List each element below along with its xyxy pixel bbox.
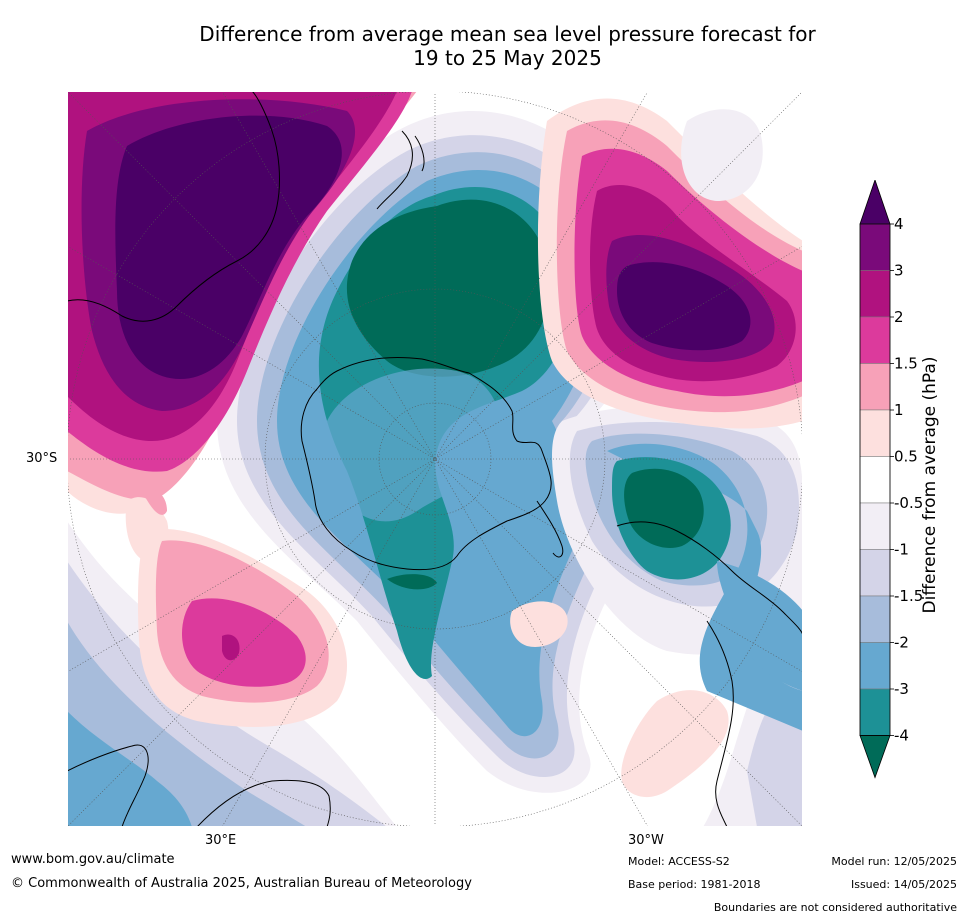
boundaries-disclaimer: Boundaries are not considered authoritat… [713,901,957,914]
colorbar-tick-label: 1.5 [894,355,918,373]
title-line-1: Difference from average mean sea level p… [199,22,816,46]
colorbar-bin [859,223,891,271]
colorbar-extend-max [859,178,891,225]
colorbar-bin [859,502,891,550]
title-line-2: 19 to 25 May 2025 [413,46,602,70]
colorbar-bin [859,595,891,643]
pressure-anomaly-map [67,91,803,827]
africa-coastline [67,744,331,827]
base-period: Base period: 1981-2018 [628,878,761,891]
latitude-label-30s: 30°S [26,451,58,466]
colorbar-tick-label: -1 [894,541,909,559]
australia-coastline [67,91,280,322]
coastlines [67,91,803,827]
colorbar-bin [859,363,891,411]
colorbar-tick-label: 2 [894,308,904,326]
colorbar-extend-min [859,735,891,779]
colorbar-title: Difference from average (hPa) [920,356,940,614]
antarctica-coastline [300,356,552,571]
colorbar-tick-label: -4 [894,727,909,745]
chart-title: Difference from average mean sea level p… [100,22,915,70]
longitude-label-30w: 30°W [628,833,664,848]
model-name: Model: ACCESS-S2 [628,855,730,868]
graticule [67,91,803,827]
colorbar-bin [859,409,891,457]
colorbar-tick-label: -1.5 [894,587,923,605]
colorbar: 4 3 2 1.5 1 0.5 -0.5 -1 -1.5 -2 -3 -4 [850,178,960,790]
longitude-label-30e: 30°E [205,833,237,848]
colorbar-tick-label: -3 [894,680,909,698]
website-link[interactable]: www.bom.gov.au/climate [11,852,175,867]
colorbar-tick-label: 1 [894,401,904,419]
colorbar-tick-label: 4 [894,215,904,233]
colorbar-tick-label: 3 [894,262,904,280]
colorbar-bin [859,549,891,597]
copyright-notice: © Commonwealth of Australia 2025, Austra… [11,876,472,891]
south-america-coastline [616,521,803,827]
colorbar-bin [859,316,891,364]
colorbar-bin [859,270,891,318]
colorbar-bin [859,642,891,690]
colorbar-bin [859,688,891,736]
colorbar-bin [859,456,891,504]
colorbar-tick-label: 0.5 [894,448,918,466]
issued-date: Issued: 14/05/2025 [850,878,957,891]
model-run-date: Model run: 12/05/2025 [831,855,957,868]
colorbar-tick-label: -2 [894,634,909,652]
colorbar-tick-label: -0.5 [894,494,923,512]
new-zealand-coastline [376,130,425,210]
